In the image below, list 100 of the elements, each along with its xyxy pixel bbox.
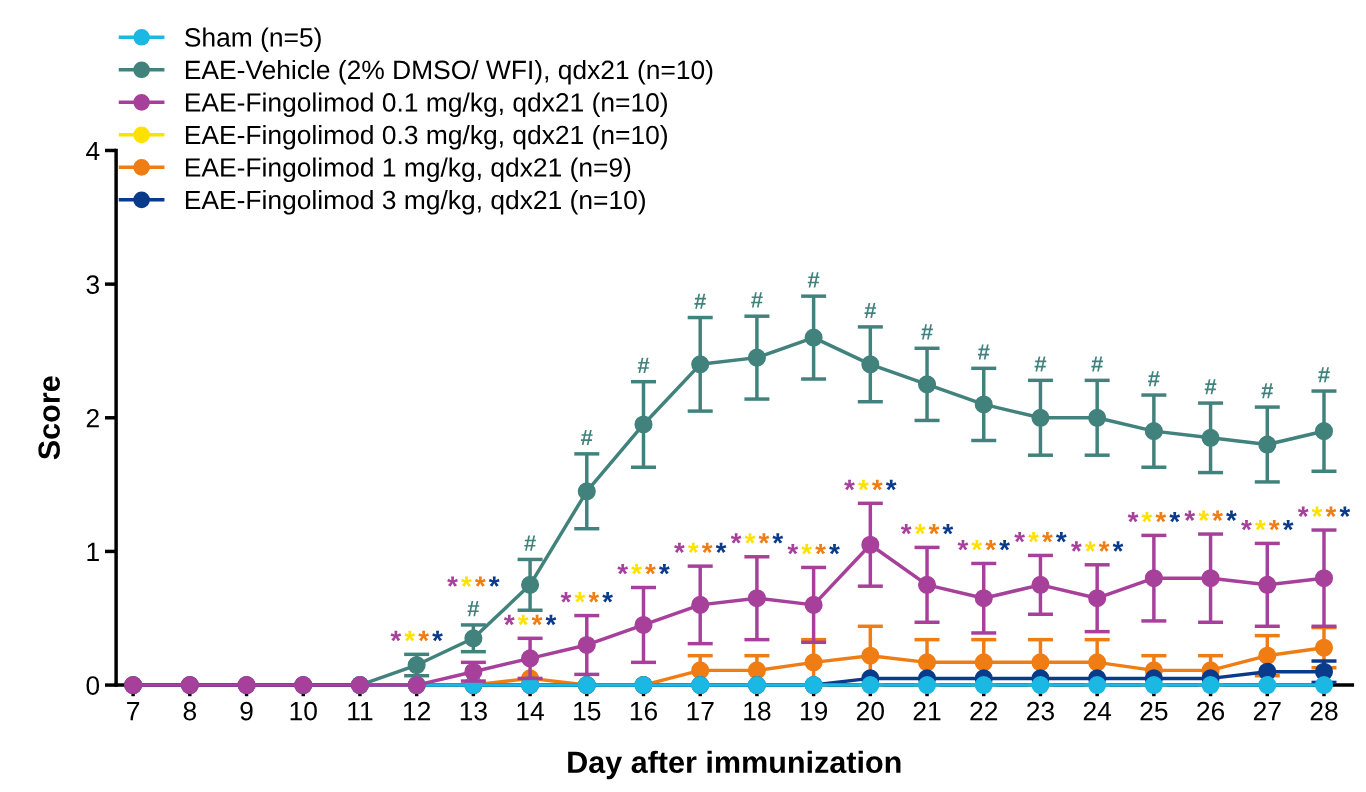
point [747, 661, 766, 680]
annotation: * [999, 539, 1010, 551]
point [691, 355, 710, 374]
annotation: * [1255, 519, 1266, 531]
annotation: * [858, 479, 869, 491]
annotation: * [461, 576, 472, 587]
point [1258, 676, 1277, 695]
x-tick-label: 25 [1140, 701, 1168, 721]
x-tick-label: 22 [970, 701, 998, 721]
point [1031, 653, 1050, 672]
point [1144, 422, 1163, 441]
annotation: * [560, 592, 572, 603]
annotation: * [801, 543, 813, 555]
annotation: * [1241, 519, 1252, 531]
x-tick-label: 23 [1027, 701, 1054, 721]
annotation: * [1226, 510, 1237, 521]
legend-label: EAE-Fingolimod 3 mg/kg, qdx21 (n=10) [185, 189, 645, 215]
annotation: * [488, 576, 500, 587]
legend-label: EAE-Fingolimod 1 mg/kg, qdx21 (n=9) [185, 157, 631, 183]
annotation: * [447, 576, 458, 587]
point [464, 662, 483, 681]
point [804, 653, 823, 672]
annotation: * [957, 539, 969, 551]
point [974, 676, 993, 695]
annotation: * [871, 479, 883, 491]
annotation: * [432, 630, 443, 642]
point [1314, 638, 1334, 657]
annotation: * [574, 592, 586, 603]
x-tick-label: 18 [744, 701, 771, 721]
annotation: * [404, 630, 416, 642]
x-tick-label: 14 [517, 702, 544, 721]
point [1258, 435, 1277, 454]
point [1031, 575, 1050, 594]
point [1144, 569, 1163, 588]
annotation: * [617, 564, 629, 575]
point [1201, 569, 1220, 588]
point [1314, 676, 1334, 695]
annotation: * [602, 592, 613, 603]
annotation: # [1148, 371, 1160, 387]
point [918, 676, 937, 695]
annotation: * [1141, 511, 1153, 523]
x-tick-label: 19 [800, 701, 828, 721]
annotation: * [1084, 541, 1096, 552]
x-tick-label: 17 [687, 702, 714, 721]
point [691, 595, 710, 614]
point [1314, 569, 1334, 588]
point [861, 676, 880, 695]
x-tick-label: 26 [1197, 701, 1225, 721]
annotation: * [1127, 511, 1139, 523]
point [861, 646, 880, 665]
point [974, 589, 993, 608]
annotation: # [524, 535, 536, 551]
point [634, 615, 653, 634]
x-tick-label: 15 [574, 702, 601, 721]
point [747, 589, 766, 608]
annotation: * [1212, 510, 1223, 521]
annotation: * [1028, 531, 1039, 543]
annotation: * [1184, 510, 1196, 521]
annotation: * [503, 614, 515, 626]
annotation: * [914, 523, 926, 535]
x-axis-title: Day after immunization [568, 750, 901, 780]
x-tick-label: 12 [404, 701, 431, 721]
point [804, 595, 823, 614]
annotation: # [694, 293, 707, 309]
annotation: # [1318, 367, 1330, 383]
annotation: * [715, 542, 727, 553]
annotation: * [900, 523, 912, 535]
x-tick-label: 24 [1083, 701, 1112, 721]
x-tick-label: 20 [856, 701, 884, 721]
point [1258, 646, 1277, 665]
annotation: * [928, 523, 940, 535]
annotation: * [1112, 541, 1124, 552]
annotation: # [977, 344, 990, 360]
annotation: * [1339, 506, 1351, 517]
point [577, 635, 596, 655]
x-tick-label: 27 [1253, 701, 1281, 721]
legend-label: Sham (n=5) [185, 27, 321, 52]
annotation: * [971, 539, 983, 551]
annotation: * [758, 533, 770, 544]
annotation: # [1034, 356, 1047, 372]
x-tick-label: 11 [348, 702, 373, 721]
annotation: * [1055, 531, 1067, 543]
annotation: * [474, 576, 486, 587]
annotation: # [1204, 379, 1217, 395]
y-tick-label: 0 [86, 676, 100, 695]
point [577, 482, 596, 501]
annotation: * [588, 592, 600, 603]
x-tick-label: 16 [630, 701, 658, 721]
point [1088, 408, 1107, 427]
annotation: * [844, 479, 855, 491]
annotation: # [751, 292, 763, 308]
x-tick-label: 28 [1310, 701, 1338, 721]
y-axis-title: Score [38, 376, 60, 460]
point [464, 629, 483, 648]
annotation: * [787, 543, 799, 555]
point [521, 649, 540, 668]
x-tick-label: 10 [290, 701, 317, 721]
x-tick-label: 7 [127, 702, 140, 721]
point [1031, 676, 1050, 695]
annotation: * [1155, 511, 1167, 523]
